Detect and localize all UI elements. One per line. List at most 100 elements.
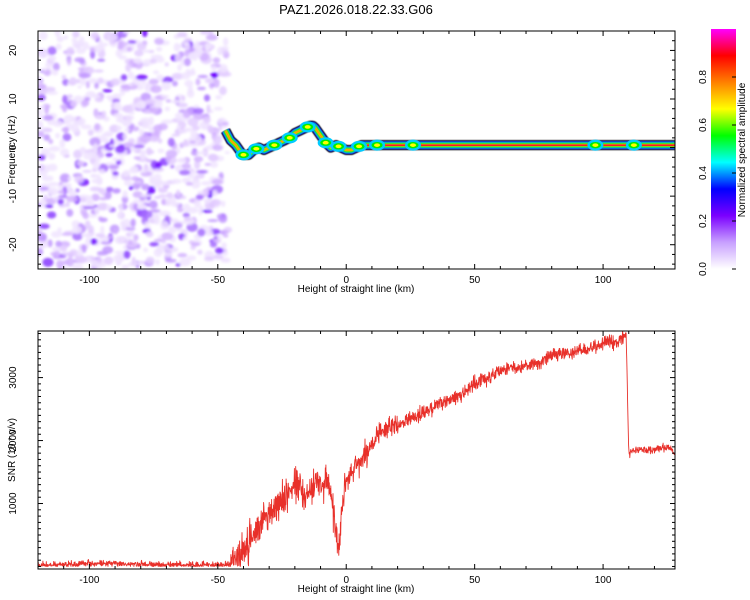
- noise-blob: [176, 102, 188, 108]
- noise-blob: [179, 195, 187, 200]
- colorbar-label: Normalized spectral amplitude: [737, 82, 748, 217]
- ridge-hotspot: [335, 144, 342, 149]
- noise-blob: [148, 116, 154, 126]
- noise-blob: [155, 259, 160, 265]
- noise-blob: [190, 67, 195, 76]
- noise-blob: [61, 232, 74, 236]
- noise-blob: [76, 160, 85, 167]
- noise-blob: [97, 202, 108, 211]
- noise-blob: [203, 198, 213, 204]
- noise-blob: [55, 240, 62, 248]
- noise-blob: [130, 218, 136, 228]
- noise-blob: [47, 163, 58, 172]
- noise-blob: [104, 190, 112, 200]
- noise-blob: [164, 215, 170, 221]
- noise-blob: [171, 133, 181, 137]
- noise-blob: [122, 132, 128, 141]
- noise-blob: [102, 88, 113, 93]
- noise-blob: [205, 34, 218, 41]
- noise-blob: [204, 162, 212, 166]
- noise-blob: [119, 88, 131, 92]
- noise-blob: [162, 76, 174, 83]
- noise-blob: [195, 151, 208, 155]
- noise-blob: [42, 114, 54, 121]
- noise-blob: [139, 134, 151, 143]
- noise-blob: [114, 235, 126, 245]
- noise-blob: [218, 214, 228, 224]
- noise-blob: [203, 116, 211, 124]
- noise-blob: [65, 183, 72, 187]
- noise-blob: [206, 104, 211, 114]
- noise-blob: [224, 151, 230, 155]
- noise-blob: [170, 99, 182, 104]
- noise-blob: [38, 248, 44, 256]
- noise-blob: [156, 244, 165, 254]
- noise-blob: [165, 197, 172, 207]
- noise-blob: [97, 58, 106, 62]
- noise-blob: [208, 225, 214, 230]
- snr-frame: [37, 330, 676, 570]
- snr-x-tick-label: -50: [211, 575, 226, 586]
- noise-blob: [77, 85, 82, 89]
- noise-blob: [118, 203, 124, 212]
- noise-blob: [38, 154, 46, 161]
- noise-blob: [176, 207, 184, 213]
- noise-blob: [182, 110, 191, 119]
- noise-blob: [167, 137, 175, 147]
- noise-blob: [205, 145, 215, 151]
- noise-blob: [94, 114, 106, 120]
- noise-blob: [75, 256, 88, 264]
- noise-blob: [223, 37, 229, 47]
- noise-blob: [68, 189, 77, 196]
- colorbar: 0.0 0.2 0.4 0.6 0.8 Normalized spectral ampl…: [698, 29, 748, 276]
- noise-blob: [38, 120, 44, 130]
- noise-blob: [85, 80, 90, 89]
- noise-blob: [62, 133, 72, 142]
- noise-blob: [97, 77, 104, 84]
- noise-blob: [59, 148, 70, 157]
- noise-blob: [155, 56, 165, 63]
- noise-blob: [87, 129, 94, 136]
- noise-blob: [207, 153, 218, 161]
- noise-blob: [122, 169, 130, 177]
- snr-x-tick-label: -100: [79, 575, 99, 586]
- spectrogram-y-tick-label: -20: [8, 237, 19, 252]
- noise-blob: [164, 62, 169, 67]
- spectrogram-y-ticks: -20 -10 0 10 20: [8, 30, 675, 265]
- noise-blob: [48, 55, 57, 62]
- snr-x-tick-label: 0: [343, 575, 349, 586]
- ridge-hotspot: [271, 143, 278, 147]
- noise-blob: [176, 125, 182, 130]
- noise-blob: [68, 77, 77, 86]
- noise-blob: [103, 130, 114, 137]
- noise-blob: [81, 99, 90, 107]
- noise-blob: [129, 230, 135, 237]
- noise-blob: [73, 149, 83, 159]
- noise-blob: [190, 150, 199, 156]
- noise-blob: [119, 91, 126, 96]
- noise-blob: [115, 49, 123, 58]
- noise-blob: [145, 256, 155, 265]
- spectrogram-x-tick-label: -100: [79, 275, 99, 286]
- noise-blob: [57, 227, 62, 234]
- noise-blob: [203, 94, 211, 102]
- noise-blob: [53, 196, 60, 201]
- noise-blob: [150, 85, 162, 94]
- noise-blob: [218, 125, 223, 131]
- noise-blob: [156, 74, 164, 82]
- spectrogram-x-tick-label: 100: [595, 275, 612, 286]
- noise-blob: [91, 31, 99, 41]
- noise-blob: [85, 195, 94, 203]
- ridge-hotspot: [630, 143, 637, 147]
- noise-blob: [195, 78, 201, 86]
- noise-blob: [212, 57, 221, 64]
- noise-blob: [143, 98, 156, 106]
- ridge-hotspot: [304, 125, 311, 129]
- noise-blob: [174, 112, 185, 119]
- snr-x-label: Height of straight line (km): [298, 584, 415, 595]
- noise-blob: [149, 136, 160, 143]
- noise-blob: [137, 204, 147, 210]
- noise-blob: [62, 94, 68, 104]
- noise-blob: [122, 122, 129, 127]
